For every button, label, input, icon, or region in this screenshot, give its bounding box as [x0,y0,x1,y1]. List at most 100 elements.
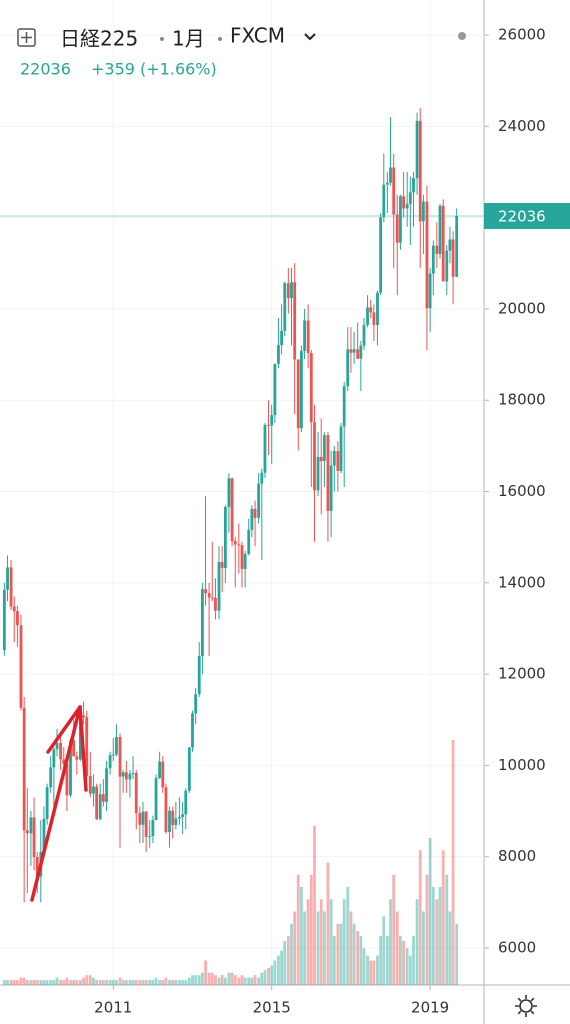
y-tick-label: 26000 [498,26,546,44]
candle-body [376,292,379,326]
volume-bar [300,887,303,985]
volume-bar [356,931,360,985]
candle-body [309,353,313,423]
y-tick-label: 10000 [498,756,546,774]
volume-bar [336,923,340,985]
volume-bar [118,977,122,985]
candle-body [441,205,445,282]
volume-bar [455,923,459,985]
volume-bar [435,899,439,985]
candle-body [280,330,284,346]
volume-bar [168,980,171,985]
candle-body [448,239,452,251]
volume-bar [415,899,419,985]
volume-bar [207,972,211,985]
candle-body [369,307,373,313]
candle-body [356,349,360,359]
volume-bar [217,977,221,985]
volume-bar [392,874,396,985]
annotation-arrow [30,705,88,902]
candle-body [247,529,251,554]
candle-body [178,817,181,819]
volume-bar [240,975,244,985]
symbol[interactable]: 日経225 [60,27,138,51]
candle-body [217,562,221,611]
last-price-box [484,202,570,229]
volume-bar [253,975,257,985]
volume-bar [263,970,267,985]
candle-body [435,245,439,254]
volume-bar [214,975,217,985]
volume-bar [2,980,6,985]
candle-body [346,349,350,387]
source[interactable]: FXCM [230,24,285,48]
volume-bar [237,977,241,985]
candle-body [187,747,191,791]
volume-bar [438,887,442,985]
volume-bar [108,980,112,985]
volume-bar [277,955,280,985]
candle-body [237,544,241,546]
candle-body [227,478,231,507]
volume-bar [405,948,409,985]
candle-body [303,320,306,351]
volume-bar [306,899,310,985]
candle-body [72,740,76,757]
candle-body [319,456,323,462]
volume-bar [329,899,333,985]
volume-bar [164,977,168,985]
candle-body [445,250,449,282]
candle-body [342,386,346,427]
volume-bar [260,972,264,985]
candle-body [194,694,198,714]
candle-body [277,345,280,364]
candle-body [138,813,142,825]
candle-body [141,811,145,825]
candle-body [296,359,300,429]
volume-bar [319,899,323,985]
volume-bar [65,977,69,985]
volume-bar [197,975,201,985]
y-tick-label: 18000 [498,391,546,409]
add-symbol-icon[interactable] [17,28,36,47]
volume-bar [362,948,366,985]
candle-body [243,553,247,569]
candle-body [2,589,6,651]
candle-body [200,589,204,656]
source-chevron[interactable] [304,33,316,41]
candle-body [359,345,363,359]
axis-layer: 6000 8000 10000 12000 14000 16000 18000 20000 22… [0,26,570,1017]
separator-dot [160,37,164,41]
settings-gear[interactable] [515,995,537,1017]
candle-body [49,767,53,788]
candle-body [92,786,95,794]
candle-body [161,761,165,788]
volume-bar [230,972,234,985]
candle-body [392,167,396,215]
candle-body [69,740,72,796]
volume-bar [428,838,432,985]
y-tick-label: 24000 [498,117,546,135]
candle-body [316,456,320,491]
candle-body [336,451,340,472]
candle-body [151,820,155,836]
volume-bar [243,977,247,985]
volume-layer [2,740,459,985]
last-price: 22036 [20,60,71,79]
candle-body [65,763,69,796]
candle-body [22,707,26,831]
interval[interactable]: 1月 [172,27,205,51]
volume-bar [257,977,261,985]
candle-body [85,717,89,777]
volume-bar [283,940,287,985]
candle-body [402,196,405,209]
candle-body [45,787,49,819]
volume-bar [12,980,16,985]
volume-bar [382,916,386,985]
volume-bar [85,975,89,985]
candle-body [16,611,19,626]
candle-body [395,214,399,243]
volume-bar [29,980,33,985]
candle-body [168,810,171,832]
volume-bar [111,980,115,985]
